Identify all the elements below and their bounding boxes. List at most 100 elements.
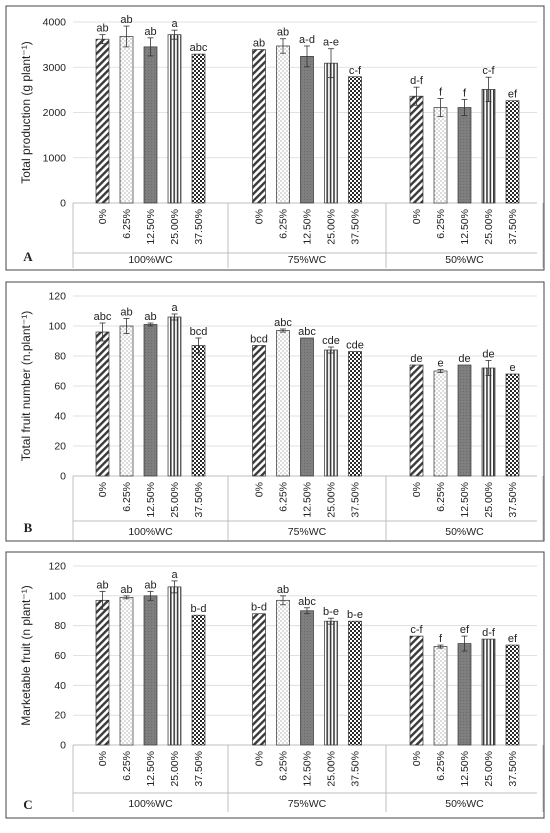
y-tick-label: 60 <box>54 650 66 662</box>
bar <box>433 370 448 477</box>
bar <box>481 367 496 477</box>
category-label: 0% <box>254 482 266 497</box>
bar <box>505 100 520 204</box>
significance-letter: abc <box>298 596 316 608</box>
significance-letter: f <box>463 87 467 99</box>
category-label: 12.50% <box>145 482 157 518</box>
y-tick-label: 40 <box>54 411 66 423</box>
bar <box>252 613 266 746</box>
bar-group-100%WC: 100%WC ab 0% ab 6.25% ab 12.50% a 25.00% abc 37.50… <box>95 14 208 266</box>
category-label: 0% <box>97 482 109 497</box>
category-label: 37.50% <box>193 751 205 787</box>
y-tick-label: 100 <box>48 590 66 602</box>
category-label: 12.50% <box>302 482 314 518</box>
category-label: 6.25% <box>121 482 133 512</box>
bar <box>119 325 134 477</box>
significance-letter: d-f <box>482 627 496 639</box>
category-label: 6.25% <box>435 482 447 512</box>
group-label: 50%WC <box>445 798 484 810</box>
y-tick-label: 2000 <box>43 107 67 119</box>
category-label: 6.25% <box>435 209 447 239</box>
y-tick-label: 120 <box>48 291 66 303</box>
bar <box>143 324 158 477</box>
category-label: 25.00% <box>326 209 338 245</box>
significance-letter: cde <box>322 335 340 347</box>
bar <box>252 49 266 204</box>
bar-group-50%WC: 50%WC c-f 0% f 6.25% ef 12.50% d-f 25.00% ef 37.50… <box>409 624 520 810</box>
category-label: 25.00% <box>483 482 495 518</box>
bar-group-100%WC: 100%WC abc 0% ab 6.25% ab 12.50% a 25.00% bcd 37.5… <box>94 302 208 538</box>
bar <box>167 586 182 746</box>
panel-frame <box>5 551 545 819</box>
category-label: 25.00% <box>169 482 181 518</box>
bar-group-75%WC: 75%WC bcd 0% abc 6.25% abc 12.50% cde 25.00% cde 3… <box>250 317 364 538</box>
group-label: 100%WC <box>128 798 173 810</box>
y-tick-label: 1000 <box>43 152 67 164</box>
significance-letter: abc <box>190 42 208 54</box>
category-label: 6.25% <box>121 209 133 239</box>
bar <box>324 349 338 477</box>
chart-panel-C: 0 20 40 60 80 100 120 Marketable fruit (n plant… <box>5 551 545 819</box>
significance-letter: ab <box>96 579 108 591</box>
bar <box>95 38 110 204</box>
significance-letter: c-f <box>410 624 423 636</box>
bar <box>276 45 290 204</box>
category-label: 0% <box>97 209 109 224</box>
significance-letter: bcd <box>250 334 268 346</box>
significance-letter: abc <box>274 317 292 329</box>
category-label: 0% <box>254 209 266 224</box>
bar <box>457 364 472 477</box>
significance-letter: a-d <box>299 34 315 46</box>
category-label: 0% <box>411 209 423 224</box>
category-label: 12.50% <box>302 209 314 245</box>
y-tick-label: 0 <box>60 198 66 210</box>
group-label: 100%WC <box>128 254 173 266</box>
bar <box>324 620 338 746</box>
bar <box>95 331 110 477</box>
bar <box>409 635 424 746</box>
category-label: 37.50% <box>350 482 362 518</box>
bar <box>119 36 134 204</box>
panel-letter: C <box>23 797 32 812</box>
bar <box>143 595 158 746</box>
bar <box>167 316 182 477</box>
significance-letter: de <box>410 353 422 365</box>
bar <box>300 610 314 746</box>
significance-letter: ab <box>253 38 265 50</box>
y-tick-label: 4000 <box>43 17 67 29</box>
y-tick-label: 20 <box>54 441 66 453</box>
y-tick-label: 60 <box>54 381 66 393</box>
category-label: 37.50% <box>193 209 205 245</box>
category-label: 25.00% <box>326 482 338 518</box>
category-label: 6.25% <box>435 751 447 781</box>
category-label: 37.50% <box>507 209 519 245</box>
significance-letter: e <box>437 358 443 370</box>
y-axis-label: Marketable fruit (n plant⁻¹) <box>19 585 33 725</box>
category-label: 25.00% <box>483 751 495 787</box>
significance-letter: ab <box>120 584 132 596</box>
significance-letter: ab <box>277 584 289 596</box>
bar-group-50%WC: 50%WC d-f 0% f 6.25% f 12.50% c-f 25.00% ef 37.50% <box>409 65 520 266</box>
significance-letter: abc <box>94 311 112 323</box>
bar <box>276 599 290 746</box>
category-label: 37.50% <box>193 482 205 518</box>
significance-letter: cde <box>346 340 364 352</box>
significance-letter: c-f <box>349 65 362 77</box>
bar-group-100%WC: 100%WC ab 0% ab 6.25% ab 12.50% a 25.00% b-d 37.50… <box>95 569 206 810</box>
significance-letter: abc <box>298 326 316 338</box>
chart-panel-A: 0 1000 2000 3000 4000 Total production (g pla… <box>5 5 545 271</box>
category-label: 6.25% <box>121 751 133 781</box>
significance-letter: ab <box>120 14 132 26</box>
bar <box>457 643 472 746</box>
bar-group-50%WC: 50%WC de 0% e 6.25% de 12.50% de 25.00% e 37.50% <box>409 349 520 538</box>
bar <box>119 596 134 746</box>
bar <box>457 107 472 204</box>
panel-frame <box>5 5 545 271</box>
y-tick-label: 80 <box>54 620 66 632</box>
panel-letter: A <box>23 249 33 264</box>
significance-letter: b-e <box>323 606 339 618</box>
category-label: 25.00% <box>326 751 338 787</box>
category-label: 0% <box>97 751 109 766</box>
